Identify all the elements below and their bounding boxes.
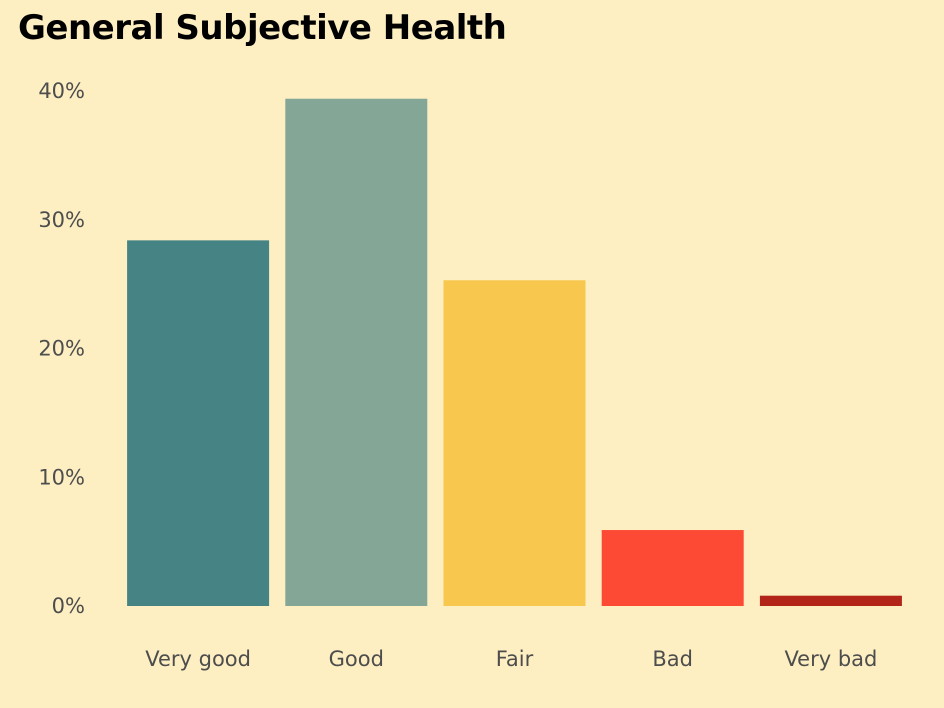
x-tick-label: Very bad (784, 647, 877, 671)
bar (443, 280, 586, 606)
y-tick-label: 30% (38, 208, 85, 232)
y-tick-label: 10% (38, 465, 85, 489)
chart-title: General Subjective Health (18, 8, 507, 48)
bar (601, 530, 744, 606)
y-tick-label: 20% (38, 337, 85, 361)
x-tick-label: Good (329, 647, 384, 671)
bar (285, 98, 428, 606)
y-tick-label: 0% (52, 594, 85, 618)
bar (759, 595, 902, 606)
x-tick-label: Fair (496, 647, 534, 671)
x-tick-label: Very good (145, 647, 251, 671)
y-tick-label: 40% (38, 79, 85, 103)
bar (127, 240, 270, 606)
x-tick-label: Bad (652, 647, 693, 671)
